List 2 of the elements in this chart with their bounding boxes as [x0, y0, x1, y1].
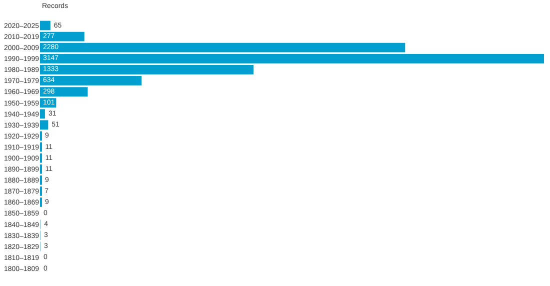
bar	[40, 32, 84, 42]
bar	[40, 20, 50, 30]
